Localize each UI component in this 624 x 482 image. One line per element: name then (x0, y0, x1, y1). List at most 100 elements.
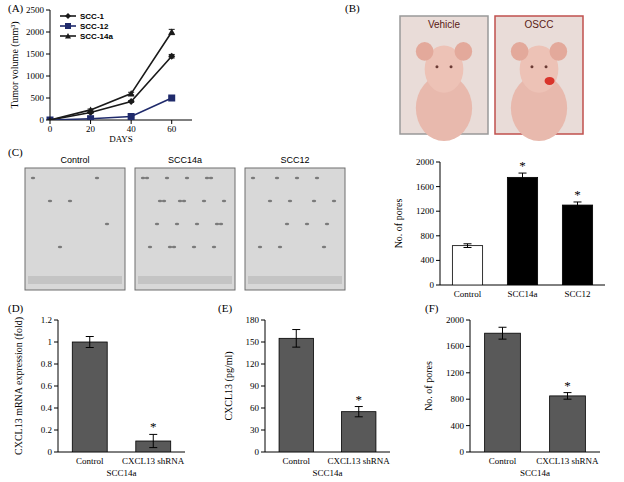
plot-area (72, 337, 170, 453)
pore-texture (212, 246, 216, 248)
panel-label: (E) (218, 302, 232, 315)
pore-texture (202, 200, 206, 202)
mouse-eye (450, 65, 453, 68)
pore-texture (322, 246, 326, 248)
y-axis (440, 162, 441, 285)
microct-image (245, 168, 345, 290)
pore-texture (95, 177, 99, 179)
plot-area (452, 173, 592, 285)
error-bar (86, 337, 94, 348)
y-tick (54, 452, 58, 453)
y-tick (466, 452, 470, 453)
y-tick (54, 408, 58, 409)
bone-edge (138, 276, 232, 284)
pore-texture (305, 223, 309, 225)
bone-block (135, 168, 235, 290)
bar (342, 412, 376, 452)
bar (452, 246, 482, 285)
marker (128, 90, 135, 96)
y-tick-label: 0 (430, 280, 435, 290)
y-tick-label: 60 (250, 403, 260, 413)
pore-texture (155, 223, 159, 225)
pore-texture (141, 177, 145, 179)
pore-texture (295, 177, 299, 179)
y-tick-label: 0.2 (41, 425, 52, 435)
pore-texture (192, 246, 196, 248)
error-bar (292, 330, 300, 348)
pore-texture (168, 246, 172, 248)
marker (128, 113, 135, 120)
pore-texture (315, 177, 319, 179)
plot-area (485, 327, 586, 452)
bar (550, 396, 586, 452)
plot-area (279, 330, 376, 452)
pore-texture (278, 246, 282, 248)
y-tick-label: 800 (421, 231, 435, 241)
y-tick-label: 400 (451, 421, 465, 431)
legend-marker (65, 13, 71, 19)
x-tick-label: 40 (127, 124, 137, 134)
y-axis-label: CXCL13 mRNA expression (fold) (13, 317, 25, 455)
y-tick-label: 0.4 (41, 403, 53, 413)
y-tick-label: 0 (48, 447, 53, 457)
mouse-ear (455, 42, 473, 61)
y-tick (46, 32, 50, 33)
legend-marker (65, 23, 71, 29)
y-tick (466, 425, 470, 426)
y-tick-label: 1000 (26, 71, 45, 81)
y-tick (466, 372, 470, 373)
error-bar (464, 244, 472, 248)
y-tick (54, 386, 58, 387)
mouse-ear (511, 42, 529, 61)
y-tick (436, 285, 440, 286)
error-bar (574, 202, 582, 208)
pore-texture (325, 223, 329, 225)
bone-edge (248, 276, 342, 284)
legend-label: SCC-1 (80, 12, 105, 21)
pore-texture (258, 246, 262, 248)
x-tick-label: 20 (86, 124, 96, 134)
x-tick-label: Control (76, 456, 104, 466)
y-tick (46, 76, 50, 77)
significance: * (150, 419, 157, 434)
y-tick-label: 1200 (446, 368, 465, 378)
error-bar (499, 327, 507, 339)
y-tick-label: 1200 (416, 206, 435, 216)
y-tick (261, 430, 265, 431)
y-axis (50, 10, 51, 120)
pore-texture (175, 223, 179, 225)
pore-texture (215, 223, 219, 225)
mouse-eye (530, 65, 533, 68)
pore-texture (158, 200, 162, 202)
x-axis-label: SCC14a (520, 468, 550, 478)
marker (47, 117, 54, 121)
y-tick-label: 90 (250, 381, 260, 391)
y-tick-label: 1500 (26, 49, 45, 59)
y-axis-label: Tumor volume (mm³) (9, 21, 21, 108)
panel-label: (A) (8, 2, 24, 15)
y-tick-label: 1 (48, 337, 53, 347)
pore-texture (162, 200, 166, 202)
pore-texture (172, 246, 176, 248)
pore-texture (219, 223, 223, 225)
bar (562, 205, 592, 285)
pore-texture (48, 200, 52, 202)
pore-texture (165, 177, 169, 179)
error-bar (355, 407, 363, 417)
x-axis-label: DAYS (109, 134, 133, 144)
bone-block (25, 168, 125, 290)
significance: * (574, 187, 581, 202)
pore-texture (285, 223, 289, 225)
image-label: SCC14a (168, 155, 202, 165)
y-tick-label: 1600 (416, 182, 435, 192)
mouse-photo (400, 16, 488, 141)
panel-label: (F) (425, 302, 439, 315)
x-tick-label: Control (282, 456, 310, 466)
series-line (50, 56, 172, 120)
y-axis-label: No. of pores (393, 199, 404, 249)
y-axis (470, 320, 471, 452)
pore-texture (205, 177, 209, 179)
pore-texture (312, 200, 316, 202)
marker (87, 115, 94, 120)
y-tick (466, 346, 470, 347)
